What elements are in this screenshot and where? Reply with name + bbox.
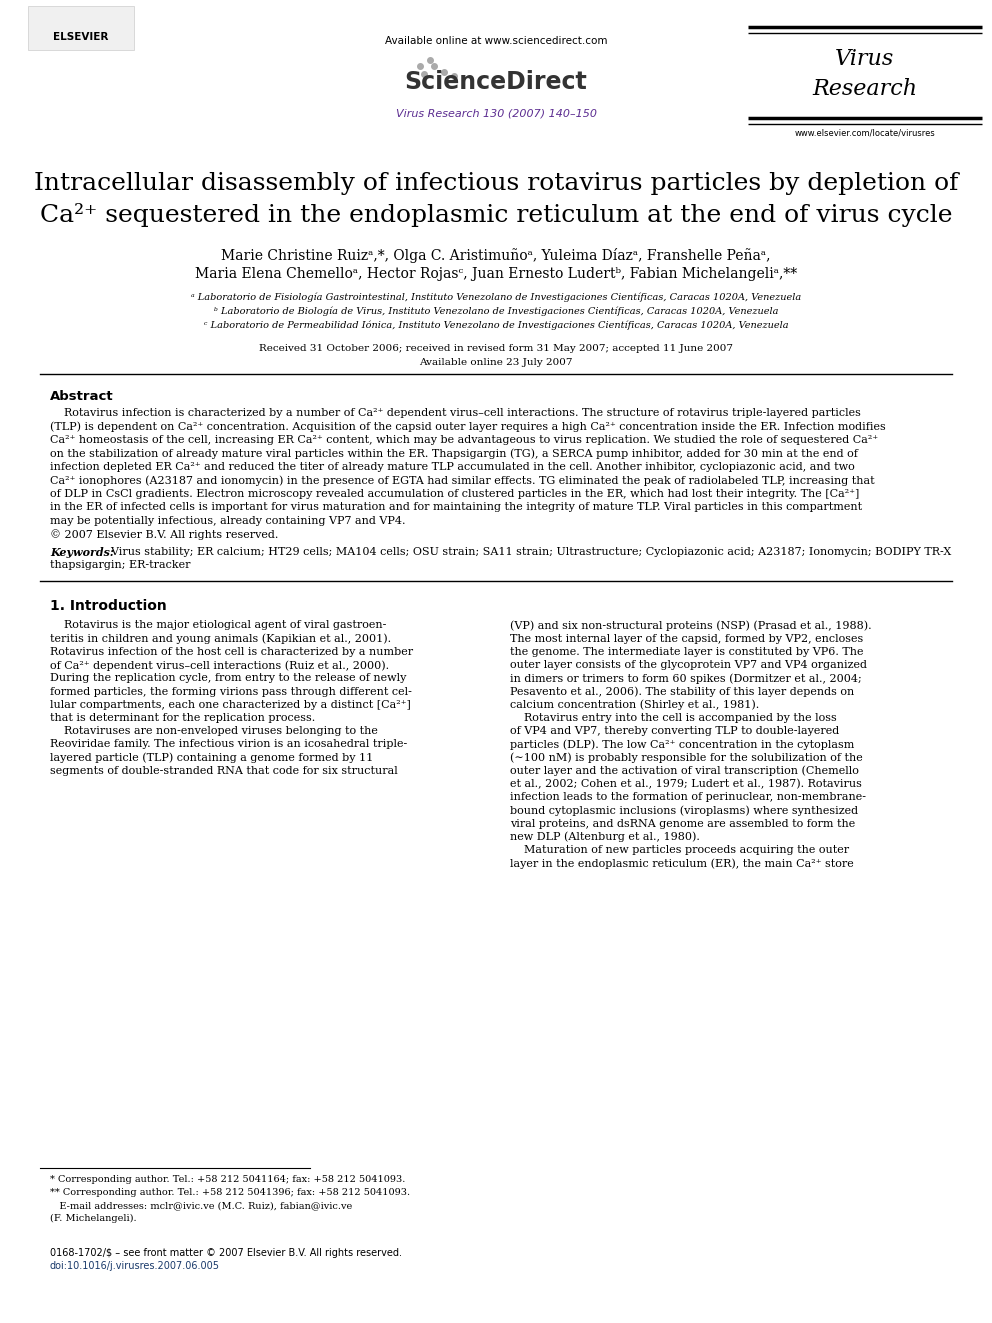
Text: layer in the endoplasmic reticulum (ER), the main Ca²⁺ store: layer in the endoplasmic reticulum (ER),…	[510, 859, 854, 869]
Text: Research: Research	[812, 78, 918, 101]
Text: ᵇ Laboratorio de Biología de Virus, Instituto Venezolano de Investigaciones Cien: ᵇ Laboratorio de Biología de Virus, Inst…	[213, 307, 779, 316]
Text: Ca²⁺ ionophores (A23187 and ionomycin) in the presence of EGTA had similar effec: Ca²⁺ ionophores (A23187 and ionomycin) i…	[50, 475, 875, 486]
Text: on the stabilization of already mature viral particles within the ER. Thapsigarg: on the stabilization of already mature v…	[50, 448, 858, 459]
Text: Received 31 October 2006; received in revised form 31 May 2007; accepted 11 June: Received 31 October 2006; received in re…	[259, 344, 733, 353]
Text: ᵃ Laboratorio de Fisiología Gastrointestinal, Instituto Venezolano de Investigac: ᵃ Laboratorio de Fisiología Gastrointest…	[190, 292, 802, 303]
Text: viral proteins, and dsRNA genome are assembled to form the: viral proteins, and dsRNA genome are ass…	[510, 819, 855, 828]
Text: Rotavirus entry into the cell is accompanied by the loss: Rotavirus entry into the cell is accompa…	[510, 713, 836, 722]
Text: of VP4 and VP7, thereby converting TLP to double-layered: of VP4 and VP7, thereby converting TLP t…	[510, 726, 839, 736]
Text: Pesavento et al., 2006). The stability of this layer depends on: Pesavento et al., 2006). The stability o…	[510, 687, 854, 697]
Text: segments of double-stranded RNA that code for six structural: segments of double-stranded RNA that cod…	[50, 766, 398, 775]
Text: Ca²⁺ homeostasis of the cell, increasing ER Ca²⁺ content, which may be advantage: Ca²⁺ homeostasis of the cell, increasing…	[50, 435, 878, 445]
Text: outer layer and the activation of viral transcription (Chemello: outer layer and the activation of viral …	[510, 766, 859, 777]
Text: ScienceDirect: ScienceDirect	[405, 70, 587, 94]
Text: Available online at www.sciencedirect.com: Available online at www.sciencedirect.co…	[385, 36, 607, 46]
Text: 1. Introduction: 1. Introduction	[50, 598, 167, 613]
Text: ELSEVIER: ELSEVIER	[54, 32, 109, 42]
Text: Rotaviruses are non-enveloped viruses belonging to the: Rotaviruses are non-enveloped viruses be…	[50, 726, 378, 736]
Text: infection leads to the formation of perinuclear, non-membrane-: infection leads to the formation of peri…	[510, 792, 866, 802]
Text: Abstract: Abstract	[50, 390, 114, 404]
Text: teritis in children and young animals (Kapikian et al., 2001).: teritis in children and young animals (K…	[50, 634, 391, 644]
Text: lular compartments, each one characterized by a distinct [Ca²⁺]: lular compartments, each one characteriz…	[50, 700, 411, 709]
Text: (VP) and six non-structural proteins (NSP) (Prasad et al., 1988).: (VP) and six non-structural proteins (NS…	[510, 620, 872, 631]
Text: Rotavirus infection of the host cell is characterized by a number: Rotavirus infection of the host cell is …	[50, 647, 413, 658]
Text: Keywords:: Keywords:	[50, 546, 114, 558]
Text: in the ER of infected cells is important for virus maturation and for maintainin: in the ER of infected cells is important…	[50, 503, 862, 512]
Text: Virus: Virus	[835, 48, 895, 70]
Text: Maria Elena Chemelloᵃ, Hector Rojasᶜ, Juan Ernesto Ludertᵇ, Fabian Michelangeliᵃ: Maria Elena Chemelloᵃ, Hector Rojasᶜ, Ju…	[195, 267, 797, 280]
Text: that is determinant for the replication process.: that is determinant for the replication …	[50, 713, 315, 722]
Text: ** Corresponding author. Tel.: +58 212 5041396; fax: +58 212 5041093.: ** Corresponding author. Tel.: +58 212 5…	[50, 1188, 410, 1197]
Text: * Corresponding author. Tel.: +58 212 5041164; fax: +58 212 5041093.: * Corresponding author. Tel.: +58 212 50…	[50, 1175, 406, 1184]
Text: outer layer consists of the glycoprotein VP7 and VP4 organized: outer layer consists of the glycoprotein…	[510, 660, 867, 671]
Text: thapsigargin; ER-tracker: thapsigargin; ER-tracker	[50, 561, 190, 570]
Text: of DLP in CsCl gradients. Electron microscopy revealed accumulation of clustered: of DLP in CsCl gradients. Electron micro…	[50, 490, 859, 499]
Text: Ca²⁺ sequestered in the endoplasmic reticulum at the end of virus cycle: Ca²⁺ sequestered in the endoplasmic reti…	[40, 202, 952, 228]
Text: Available online 23 July 2007: Available online 23 July 2007	[420, 359, 572, 366]
Text: Rotavirus infection is characterized by a number of Ca²⁺ dependent virus–cell in: Rotavirus infection is characterized by …	[50, 407, 861, 418]
Text: calcium concentration (Shirley et al., 1981).: calcium concentration (Shirley et al., 1…	[510, 700, 759, 710]
Text: the genome. The intermediate layer is constituted by VP6. The: the genome. The intermediate layer is co…	[510, 647, 863, 658]
Text: particles (DLP). The low Ca²⁺ concentration in the cytoplasm: particles (DLP). The low Ca²⁺ concentrat…	[510, 740, 854, 750]
Text: new DLP (Altenburg et al., 1980).: new DLP (Altenburg et al., 1980).	[510, 832, 700, 843]
Text: (∼100 nM) is probably responsible for the solubilization of the: (∼100 nM) is probably responsible for th…	[510, 753, 863, 763]
Text: layered particle (TLP) containing a genome formed by 11: layered particle (TLP) containing a geno…	[50, 753, 373, 763]
Text: Reoviridae family. The infectious virion is an icosahedral triple-: Reoviridae family. The infectious virion…	[50, 740, 408, 749]
Text: Virus Research 130 (2007) 140–150: Virus Research 130 (2007) 140–150	[396, 108, 596, 118]
Text: infection depleted ER Ca²⁺ and reduced the titer of already mature TLP accumulat: infection depleted ER Ca²⁺ and reduced t…	[50, 462, 855, 472]
Text: 0168-1702/$ – see front matter © 2007 Elsevier B.V. All rights reserved.: 0168-1702/$ – see front matter © 2007 El…	[50, 1248, 402, 1258]
Text: (F. Michelangeli).: (F. Michelangeli).	[50, 1215, 137, 1224]
Text: et al., 2002; Cohen et al., 1979; Ludert et al., 1987). Rotavirus: et al., 2002; Cohen et al., 1979; Ludert…	[510, 779, 862, 790]
Text: Maturation of new particles proceeds acquiring the outer: Maturation of new particles proceeds acq…	[510, 845, 849, 855]
Text: E-mail addresses: mclr@ivic.ve (M.C. Ruiz), fabian@ivic.ve: E-mail addresses: mclr@ivic.ve (M.C. Rui…	[50, 1201, 352, 1211]
Text: in dimers or trimers to form 60 spikes (Dormitzer et al., 2004;: in dimers or trimers to form 60 spikes (…	[510, 673, 862, 684]
Text: Rotavirus is the major etiological agent of viral gastroen-: Rotavirus is the major etiological agent…	[50, 620, 386, 631]
Text: Virus stability; ER calcium; HT29 cells; MA104 cells; OSU strain; SA11 strain; U: Virus stability; ER calcium; HT29 cells;…	[104, 546, 951, 557]
Text: may be potentially infectious, already containing VP7 and VP4.: may be potentially infectious, already c…	[50, 516, 406, 527]
Text: © 2007 Elsevier B.V. All rights reserved.: © 2007 Elsevier B.V. All rights reserved…	[50, 529, 279, 540]
Text: (TLP) is dependent on Ca²⁺ concentration. Acquisition of the capsid outer layer : (TLP) is dependent on Ca²⁺ concentration…	[50, 422, 886, 433]
Text: During the replication cycle, from entry to the release of newly: During the replication cycle, from entry…	[50, 673, 407, 683]
Text: doi:10.1016/j.virusres.2007.06.005: doi:10.1016/j.virusres.2007.06.005	[50, 1261, 220, 1271]
Text: ᶜ Laboratorio de Permeabilidad Iónica, Instituto Venezolano de Investigaciones C: ᶜ Laboratorio de Permeabilidad Iónica, I…	[203, 321, 789, 331]
Bar	[28, 7, 134, 50]
Text: www.elsevier.com/locate/virusres: www.elsevier.com/locate/virusres	[795, 128, 935, 138]
Text: bound cytoplasmic inclusions (viroplasms) where synthesized: bound cytoplasmic inclusions (viroplasms…	[510, 806, 858, 816]
Text: Intracellular disassembly of infectious rotavirus particles by depletion of: Intracellular disassembly of infectious …	[34, 172, 958, 194]
Text: formed particles, the forming virions pass through different cel-: formed particles, the forming virions pa…	[50, 687, 412, 696]
Text: The most internal layer of the capsid, formed by VP2, encloses: The most internal layer of the capsid, f…	[510, 634, 863, 644]
Text: of Ca²⁺ dependent virus–cell interactions (Ruiz et al., 2000).: of Ca²⁺ dependent virus–cell interaction…	[50, 660, 389, 671]
Text: Marie Christine Ruizᵃ,*, Olga C. Aristimuñoᵃ, Yuleima Díazᵃ, Franshelle Peñaᵃ,: Marie Christine Ruizᵃ,*, Olga C. Aristim…	[221, 247, 771, 263]
